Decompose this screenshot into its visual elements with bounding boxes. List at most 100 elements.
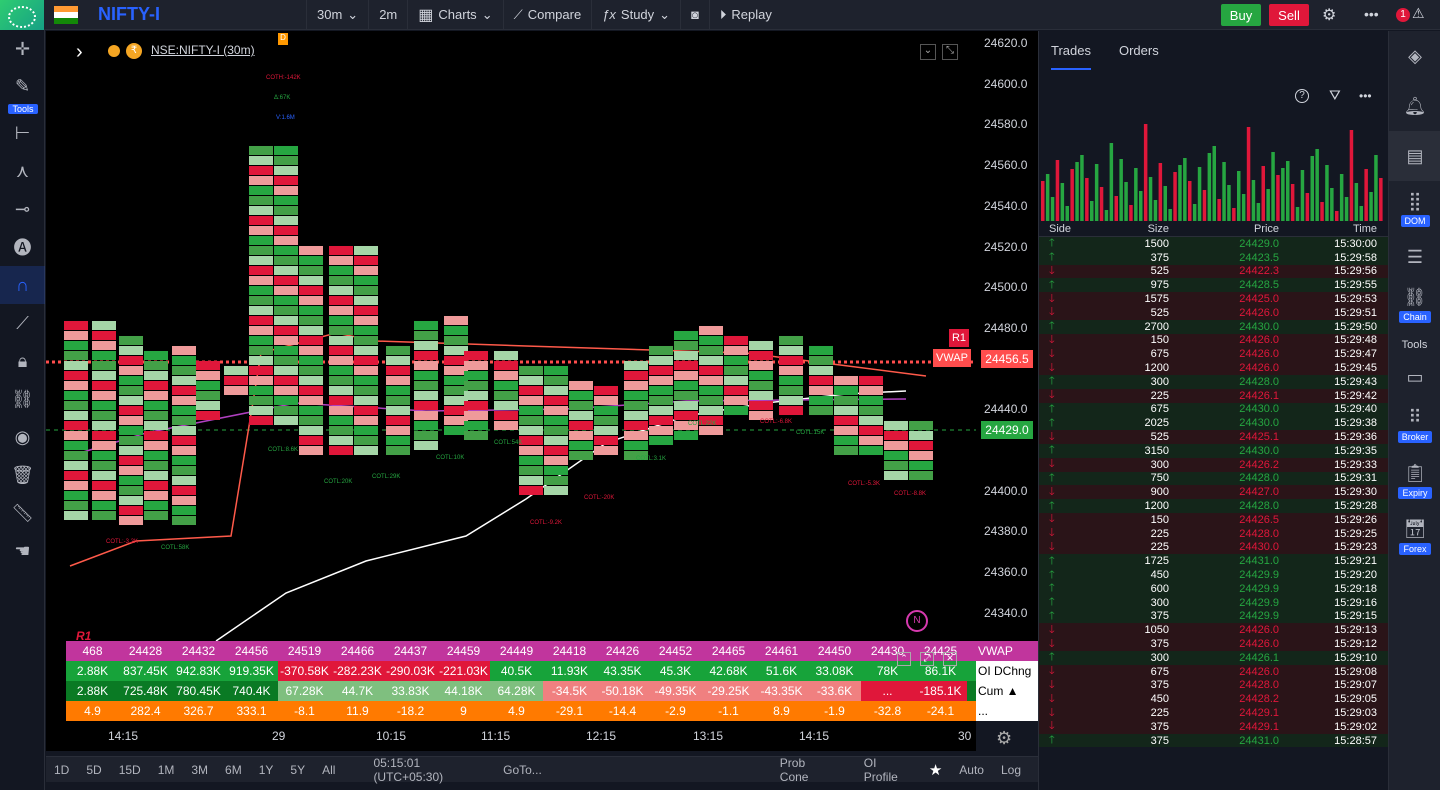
trade-row[interactable]: 🡓 675 24426.0 15:29:47 <box>1039 347 1389 362</box>
table-expand-icon[interactable]: ⌃ <box>897 652 911 666</box>
trade-row[interactable]: 🡑 450 24429.9 15:29:20 <box>1039 568 1389 582</box>
trade-row[interactable]: 🡓 375 24426.0 15:29:12 <box>1039 637 1389 651</box>
time-axis[interactable]: 14:15 29 10:15 11:15 12:15 13:15 14:15 30 <box>46 721 976 751</box>
trade-row[interactable]: 🡓 225 24429.1 15:29:03 <box>1039 706 1389 720</box>
trade-row[interactable]: 🡓 900 24427.0 15:29:30 <box>1039 485 1389 500</box>
price-axis[interactable]: 24456.5 24429.0 24620.0 24600.0 24580.0 245… <box>976 31 1038 641</box>
trade-row[interactable]: 🡓 375 24428.0 15:29:07 <box>1039 678 1389 693</box>
chart-pane[interactable]: COTH:-142K Δ:67K V:1.6M COTL:-3.2K COTL:58K C… <box>46 31 1012 751</box>
replay-button[interactable]: ⏵ Replay <box>708 0 782 30</box>
trade-row[interactable]: 🡓 150 24426.0 15:29:48 <box>1039 333 1389 348</box>
pattern-icon[interactable]: ⋏ <box>15 160 30 181</box>
trade-row[interactable]: 🡓 225 24426.1 15:29:42 <box>1039 388 1389 403</box>
forex-button[interactable]: 📅︎ Forex <box>1389 509 1440 565</box>
interval-select[interactable]: 30m ⌄ <box>306 0 368 30</box>
hand-icon[interactable]: ☚ <box>14 540 31 561</box>
table-resize-icon[interactable]: ⤢ <box>920 652 934 666</box>
header-price[interactable]: Price <box>1253 223 1279 235</box>
filter-icon[interactable]: ⛛ <box>1329 87 1341 103</box>
oi-profile-button[interactable]: OI Profile <box>863 755 898 784</box>
link-icon[interactable]: ⛓︎ <box>11 388 34 409</box>
trade-row[interactable]: 🡑 300 24428.0 15:29:43 <box>1039 374 1389 389</box>
chart-canvas[interactable]: COTH:-142K Δ:67K V:1.6M COTL:-3.2K COTL:58K C… <box>46 31 976 751</box>
minimize-icon[interactable]: ⤡ <box>942 44 958 60</box>
study-button[interactable]: ƒx Study ⌄ <box>591 0 680 30</box>
tab-trades[interactable]: Trades <box>1051 43 1091 70</box>
trade-row[interactable]: 🡑 375 24429.9 15:29:15 <box>1039 609 1389 624</box>
trade-row[interactable]: 🡓 525 24425.1 15:29:36 <box>1039 430 1389 444</box>
chart-symbol-label[interactable]: NSE:NIFTY-I (30m) <box>151 43 255 57</box>
trade-row[interactable]: 🡓 1200 24426.0 15:29:45 <box>1039 361 1389 375</box>
dividend-marker[interactable]: D <box>278 33 288 45</box>
ruler-icon[interactable]: 📏︎ <box>11 502 34 523</box>
sell-button[interactable]: Sell <box>1269 4 1309 26</box>
notification-badge[interactable]: 1 <box>1396 8 1410 22</box>
brush-icon[interactable]: ⟋ <box>16 312 29 333</box>
range-3m[interactable]: 3M <box>191 762 209 777</box>
trade-row[interactable]: 🡑 2700 24430.0 15:29:50 <box>1039 319 1389 334</box>
auto-button[interactable]: Auto <box>959 762 984 777</box>
compare-button[interactable]: ⟋ Compare <box>502 0 592 30</box>
trade-row[interactable]: 🡑 3150 24430.0 15:29:35 <box>1039 443 1389 458</box>
legend-more[interactable]: ... <box>978 704 989 718</box>
range-5y[interactable]: 5Y <box>290 762 306 777</box>
settings-gear-icon[interactable]: ⚙ <box>996 728 1013 748</box>
range-15d[interactable]: 15D <box>118 762 141 777</box>
header-side[interactable]: Side <box>1049 223 1072 235</box>
dom-button[interactable]: ⣿ DOM <box>1389 181 1440 237</box>
range-6m[interactable]: 6M <box>225 762 242 777</box>
legend-cum[interactable]: Cum ▲ <box>978 684 1019 698</box>
pencil-icon[interactable]: ✎ <box>14 75 31 96</box>
range-1y[interactable]: 1Y <box>258 762 274 777</box>
text-icon[interactable]: 🅐 <box>13 238 32 258</box>
range-all[interactable]: All <box>322 762 336 777</box>
app-logo[interactable] <box>0 0 44 30</box>
trade-row[interactable]: 🡓 375 24429.1 15:29:02 <box>1039 719 1389 734</box>
expiry-button[interactable]: 📋︎ Expiry <box>1389 453 1440 509</box>
trade-row[interactable]: 🡑 2025 24430.0 15:29:38 <box>1039 416 1389 431</box>
trade-row[interactable]: 🡓 450 24428.2 15:29:05 <box>1039 692 1389 707</box>
trade-row[interactable]: 🡑 675 24430.0 15:29:40 <box>1039 402 1389 417</box>
warning-icon[interactable]: ⚠ <box>1412 5 1425 21</box>
header-size[interactable]: Size <box>1147 223 1169 235</box>
trash-icon[interactable]: 🗑︎ <box>11 464 34 485</box>
trade-row[interactable]: 🡑 375 24431.0 15:28:57 <box>1039 733 1389 748</box>
trade-row[interactable]: 🡓 225 24428.0 15:29:25 <box>1039 526 1389 541</box>
trade-row[interactable]: 🡑 375 24423.5 15:29:58 <box>1039 250 1389 265</box>
trade-row[interactable]: 🡓 300 24426.2 15:29:33 <box>1039 457 1389 472</box>
prob-cone-button[interactable]: Prob Cone <box>779 755 809 784</box>
more-options-icon[interactable]: ••• <box>1359 89 1372 103</box>
trendline-icon[interactable]: ⊢ <box>14 122 31 143</box>
trade-row[interactable]: 🡓 1575 24425.0 15:29:53 <box>1039 292 1389 306</box>
trade-row[interactable]: 🡓 225 24430.0 15:29:23 <box>1039 540 1389 555</box>
gear-icon[interactable]: ⚙ <box>1322 7 1337 24</box>
star-icon[interactable]: ★ <box>928 761 943 779</box>
crosshair-icon[interactable]: ✛ <box>14 38 31 59</box>
trade-row[interactable]: 🡓 1050 24426.0 15:29:13 <box>1039 623 1389 638</box>
range-1d[interactable]: 1D <box>54 762 70 777</box>
bell-icon[interactable]: 🔔︎ <box>1403 95 1427 116</box>
trade-row[interactable]: 🡓 675 24426.0 15:29:08 <box>1039 664 1389 679</box>
fib-icon[interactable]: ⊸ <box>14 198 31 219</box>
trade-row[interactable]: 🡑 975 24428.5 15:29:55 <box>1039 278 1389 293</box>
trade-row[interactable]: 🡑 1200 24428.0 15:29:28 <box>1039 499 1389 513</box>
trade-row[interactable]: 🡑 1500 24429.0 15:30:00 <box>1039 237 1389 251</box>
trade-row[interactable]: 🡑 1725 24431.0 15:29:21 <box>1039 554 1389 569</box>
trade-row[interactable]: 🡑 750 24428.0 15:29:31 <box>1039 471 1389 486</box>
trade-row[interactable]: 🡑 600 24429.9 15:29:18 <box>1039 581 1389 596</box>
log-button[interactable]: Log <box>1000 762 1022 777</box>
help-icon[interactable]: ? <box>1295 89 1309 103</box>
trade-row[interactable]: 🡓 150 24426.5 15:29:26 <box>1039 512 1389 527</box>
broker-button[interactable]: ⠿ Broker <box>1389 397 1440 453</box>
clock[interactable]: 05:15:01 (UTC+05:30) <box>373 755 444 784</box>
window-icon[interactable]: ▭ <box>1406 366 1424 387</box>
collapse-button[interactable]: ⌄ <box>920 44 936 60</box>
trade-row[interactable]: 🡓 525 24426.0 15:29:51 <box>1039 305 1389 320</box>
list-icon[interactable]: ☰ <box>1406 246 1424 267</box>
goto-button[interactable]: GoTo... <box>503 762 542 777</box>
more-icon[interactable]: ••• <box>1364 6 1379 22</box>
n-badge[interactable]: N <box>906 610 928 632</box>
camera-button[interactable]: ◙ <box>680 0 709 30</box>
news-icon[interactable]: ▤ <box>1389 131 1440 181</box>
tab-orders[interactable]: Orders <box>1118 43 1159 58</box>
